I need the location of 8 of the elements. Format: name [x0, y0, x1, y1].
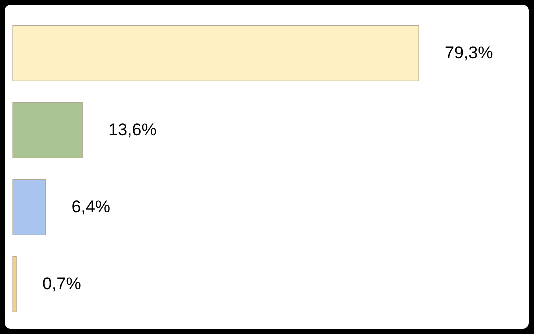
data-label: 6,4%: [72, 198, 111, 216]
bar: [12, 256, 17, 313]
bar: [12, 179, 46, 236]
data-label: 0,7%: [42, 274, 82, 294]
bar: [12, 102, 83, 159]
data-label: 79,3%: [445, 44, 494, 62]
data-label: 13,6%: [108, 120, 157, 140]
bar: [12, 25, 420, 82]
